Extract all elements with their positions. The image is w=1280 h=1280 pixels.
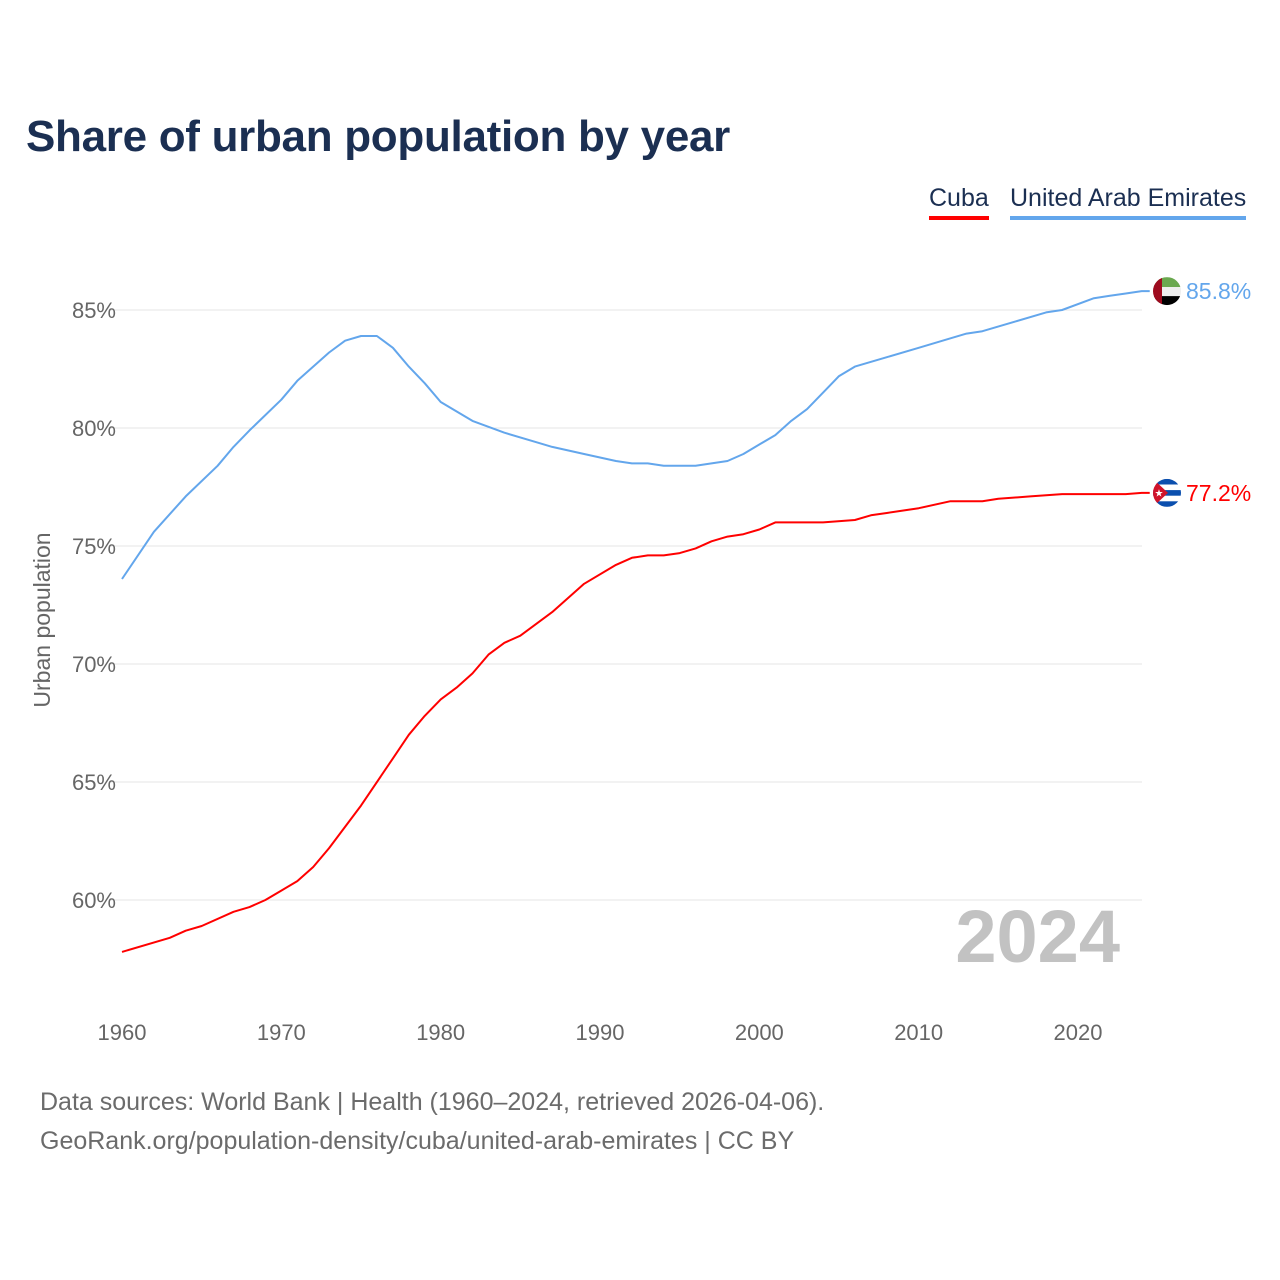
uae-flag-icon: [1153, 277, 1181, 306]
x-tick-label: 2020: [1054, 1020, 1103, 1045]
chart-title: Share of urban population by year: [26, 112, 730, 161]
footer-link[interactable]: GeoRank.org/population-density/cuba/unit…: [40, 1127, 795, 1155]
line-chart: 60% 65% 70% 75% 80% 85% 1960 1970 1980 1990 2000 2…: [29, 277, 1251, 1045]
y-tick-label: 80%: [72, 416, 116, 441]
legend-item-uae[interactable]: United Arab Emirates: [1010, 184, 1247, 220]
y-axis-label: Urban population: [29, 532, 55, 707]
x-tick-label: 1960: [98, 1020, 147, 1045]
svg-text:★: ★: [1155, 488, 1164, 499]
end-label-uae: 85.8%: [1186, 278, 1251, 304]
end-label-cuba: 77.2%: [1186, 480, 1251, 506]
x-tick-label: 1980: [416, 1020, 465, 1045]
x-tick-label: 1970: [257, 1020, 306, 1045]
series-line-cuba: [121, 491, 1150, 953]
y-tick-label: 85%: [72, 298, 116, 323]
year-watermark: 2024: [955, 895, 1120, 978]
y-tick-label: 65%: [72, 770, 116, 795]
y-tick-label: 70%: [72, 652, 116, 677]
footer-sources: Data sources: World Bank | Health (1960–…: [40, 1088, 825, 1116]
x-tick-label: 2010: [894, 1020, 943, 1045]
y-tick-label: 60%: [72, 888, 116, 913]
x-tick-label: 2000: [735, 1020, 784, 1045]
y-tick-label: 75%: [72, 534, 116, 559]
series-line-uae: [121, 290, 1150, 580]
cuba-flag-icon: ★: [1153, 478, 1181, 507]
x-tick-label: 1990: [576, 1020, 625, 1045]
legend-item-cuba[interactable]: Cuba: [929, 184, 989, 220]
